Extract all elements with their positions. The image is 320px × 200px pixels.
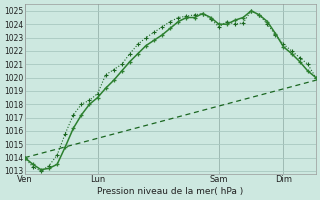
X-axis label: Pression niveau de la mer( hPa ): Pression niveau de la mer( hPa ) <box>97 187 244 196</box>
